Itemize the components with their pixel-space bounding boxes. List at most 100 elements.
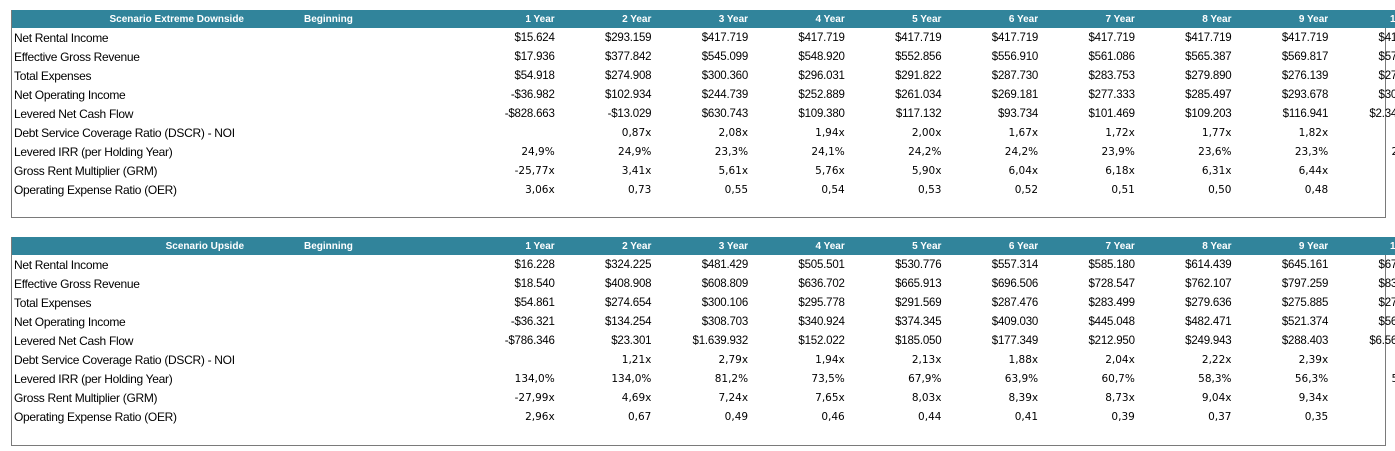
table-cell: 73,5%	[811, 372, 845, 385]
table-cell	[300, 85, 460, 104]
table-cell	[300, 104, 460, 123]
table-cell	[300, 123, 460, 142]
row-label: Levered IRR (per Holding Year)	[14, 371, 173, 386]
table-cell: 0,47	[1330, 180, 1395, 199]
table-cell: 0,54	[821, 183, 845, 196]
table-cell	[300, 407, 460, 426]
table-cell: 1,87x	[1330, 123, 1395, 142]
table-cell: 2,39x	[1298, 353, 1329, 366]
table-cell: $244.739	[701, 88, 749, 101]
table-cell: $185.050	[895, 334, 942, 347]
table-cell: 0,53	[918, 183, 942, 196]
table-cell: 81,2%	[714, 372, 749, 385]
table-cell: 6,31x	[1201, 164, 1232, 177]
table-cell: $291.822	[895, 69, 942, 82]
table-cell	[300, 388, 460, 407]
table-cell	[300, 331, 460, 350]
table-cell: 2,79x	[718, 353, 749, 366]
column-header-year: 7 Year	[1040, 10, 1137, 28]
table-cell: 0,48	[1304, 183, 1329, 196]
table-cell: $109.203	[1185, 107, 1232, 120]
table-cell: 0,37	[1208, 410, 1232, 423]
table-cell	[300, 180, 460, 199]
table-cell: 55,4%	[1391, 372, 1395, 385]
table-cell: $6.569.531	[1369, 334, 1395, 347]
table-cell: 3,06x	[525, 183, 555, 196]
table-cell	[300, 142, 460, 161]
table-cell: 6,44x	[1298, 164, 1329, 177]
column-header-year: 5 Year	[846, 10, 944, 28]
scenario-table-upside: Scenario Upside Beginning 1 Year 2 Year 3 Ye…	[11, 237, 1395, 446]
table-body: Net Rental Income $16.228 $324.225 $481.429…	[12, 255, 1395, 426]
table-cell: $300.106	[701, 296, 749, 309]
table-cell: $300.360	[701, 69, 749, 82]
table-cell: $18.540	[514, 277, 555, 290]
table-cell: $272.246	[1378, 296, 1395, 309]
row-label: Gross Rent Multiplier (GRM)	[14, 390, 158, 405]
column-header-year: 6 Year	[943, 237, 1041, 255]
table-cell: $274.654	[605, 296, 652, 309]
table-cell: $481.429	[701, 258, 749, 271]
table-cell: $505.501	[798, 258, 845, 271]
table-cell: $301.881	[1378, 88, 1395, 101]
header-row: Scenario Extreme Downside Beginning 1 Year…	[12, 10, 1395, 28]
table-cell: 2,22x	[1201, 353, 1232, 366]
table-cell: 23,9%	[1101, 145, 1135, 158]
column-header-year: 6 Year	[943, 10, 1041, 28]
table-cell	[300, 293, 460, 312]
table-cell: $645.161	[1281, 258, 1329, 271]
table-cell: $288.403	[1281, 334, 1329, 347]
table-cell: 9,04x	[1201, 391, 1232, 404]
table-cell: $417.719	[798, 31, 845, 44]
table-cell	[300, 161, 460, 180]
column-header-year: 9 Year	[1233, 237, 1331, 255]
table-cell: $530.776	[895, 258, 942, 271]
table-cell: 4,69x	[621, 391, 652, 404]
table-cell: 134,0%	[611, 372, 652, 385]
row-label: Effective Gross Revenue	[14, 49, 140, 64]
column-header-year: 5 Year	[846, 237, 944, 255]
table-cell: $308.703	[701, 315, 749, 328]
table-cell: 2,08x	[718, 126, 749, 139]
table-cell: $417.719	[991, 31, 1039, 44]
column-header-year: 2 Year	[556, 10, 654, 28]
table-cell: $556.910	[991, 50, 1039, 63]
table-cell: $409.030	[991, 315, 1039, 328]
table-cell: $269.181	[991, 88, 1039, 101]
table-cell: $408.908	[605, 277, 652, 290]
table-cell: $2.343.295	[1369, 107, 1395, 120]
table-cell: 24,1%	[811, 145, 845, 158]
column-header-year: 4 Year	[750, 237, 847, 255]
table-cell: 67,9%	[908, 372, 942, 385]
row-label: Gross Rent Multiplier (GRM)	[14, 163, 158, 178]
table-cell: $445.048	[1088, 315, 1135, 328]
table-row: Net Operating Income -$36.982 $102.934 $244…	[12, 85, 1395, 104]
table-cell: 0,87x	[621, 126, 652, 139]
table-row: Net Rental Income $15.624 $293.159 $417.719…	[12, 28, 1395, 47]
table-cell: $561.086	[1088, 50, 1135, 63]
table-cell: 6,18x	[1105, 164, 1135, 177]
table-cell: 1,72x	[1105, 126, 1135, 139]
table-cell: 0,73	[627, 183, 652, 196]
table-cell	[300, 66, 460, 85]
table-cell: $252.889	[798, 88, 845, 101]
table-cell: 9,62x	[1330, 388, 1395, 407]
table-cell: 24,2%	[1004, 145, 1039, 158]
table-cell: $54.918	[514, 69, 555, 82]
table-row: Levered IRR (per Holding Year) 24,9% 24,9%…	[12, 142, 1395, 161]
table-cell: $608.809	[701, 277, 749, 290]
table-cell: $521.374	[1281, 315, 1329, 328]
table-cell: 9,34x	[1298, 391, 1329, 404]
table-cell: -25,77x	[514, 164, 555, 177]
table-cell: $665.913	[895, 277, 942, 290]
table-cell: $417.719	[701, 31, 749, 44]
table-cell: 0,67	[627, 410, 652, 423]
table-cell: $340.924	[798, 315, 845, 328]
table-cell: $283.499	[1088, 296, 1135, 309]
header-row: Scenario Upside Beginning 1 Year 2 Year 3 Ye…	[12, 237, 1395, 255]
table-cell: $636.702	[798, 277, 845, 290]
table-cell: 0,39	[1111, 410, 1135, 423]
row-label: Net Operating Income	[14, 87, 126, 102]
table-cell: 23,3%	[1294, 145, 1329, 158]
table-cell: 60,7%	[1101, 372, 1135, 385]
